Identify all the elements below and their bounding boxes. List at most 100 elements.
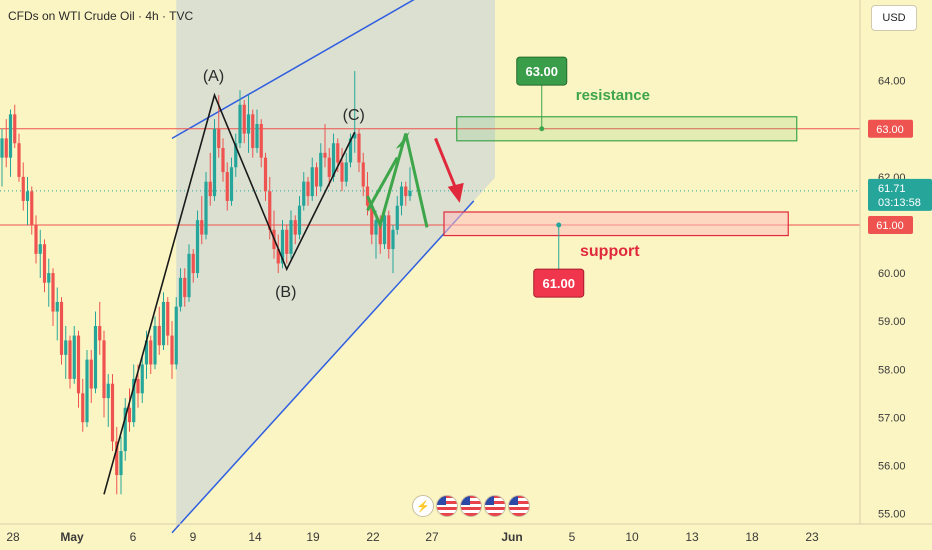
resistance-callout-box [516,56,568,86]
candle [72,335,76,379]
currency-selector[interactable]: USD [871,5,917,31]
candle [255,123,259,149]
candle [132,378,136,423]
candle [51,273,55,312]
x-tick-label: 5 [569,530,576,544]
chart-title: CFDs on WTI Crude Oil · 4h · TVC [8,9,194,23]
candle [21,176,25,201]
candle [76,335,81,394]
candle [395,205,399,230]
candle [85,359,89,423]
candle [178,277,183,307]
candle [353,133,357,139]
candle [149,340,153,365]
resistance-callout-dot [539,126,545,132]
candle [102,340,106,399]
candle [25,191,30,201]
candle [157,325,161,346]
candle [217,128,221,149]
x-tick-label: Jun [501,530,522,544]
x-tick-label: May [60,530,84,544]
us-flag-icon[interactable] [436,495,458,517]
candle [344,162,348,182]
y-tick-label: 59.00 [878,316,906,328]
candle [208,181,212,197]
candle [310,167,314,197]
us-flag-icon[interactable] [484,495,506,517]
resistance-zone [456,116,798,142]
candle [348,138,353,163]
current-price-badge [868,178,932,211]
candle [259,123,263,158]
overlay-layer: (A) (B) (C) 63.00 resistance 61.00 support [103,56,650,495]
us-flag-icon[interactable] [508,495,530,517]
candle [387,215,391,250]
candle [357,133,361,163]
wave-c-label: (C) [343,107,365,124]
candle [408,190,412,197]
candle [187,253,191,298]
candle [234,143,238,168]
candle [123,407,127,452]
projection-arrow-up [395,131,410,149]
candle [59,301,64,355]
candle [246,114,251,134]
candle [30,191,34,225]
candle [81,393,85,423]
candle [285,229,289,254]
candle [34,224,38,254]
candle [191,253,195,274]
candle [200,220,204,235]
candle [280,229,285,264]
candle [93,325,98,389]
y-tick-label: 56.00 [878,460,906,472]
wave-b-label: (B) [275,284,296,301]
candle [331,143,336,177]
elliott-wave-line [103,92,356,495]
candle [8,114,13,158]
x-tick-label: 18 [745,530,759,544]
candle [161,301,166,346]
candle [382,215,387,245]
lightning-icon[interactable]: ⚡ [412,495,434,517]
projection-path-up [366,133,429,230]
candle [153,325,157,365]
candle [276,249,280,264]
event-icons: ⚡ [412,495,530,517]
candle [268,191,272,230]
candle [195,220,200,274]
candle [336,143,340,163]
candle [314,167,319,187]
x-tick-label: 9 [190,530,197,544]
channel-lower-line [171,200,475,534]
x-tick-label: 13 [685,530,699,544]
candle [204,181,208,235]
x-tick-label: 27 [425,530,439,544]
countdown-text: 03:13:58 [878,197,921,209]
candle [229,167,234,201]
x-tick-label: 19 [306,530,320,544]
candle [225,172,229,201]
support-price-badge-text: 61.00 [876,220,904,232]
support-zone [443,211,789,237]
candle [38,244,42,254]
levels-layer [0,116,860,237]
candle [251,114,255,149]
candle [323,152,327,158]
resistance-price-badge-text: 63.00 [876,124,904,136]
candle [293,220,297,235]
candle [47,273,51,283]
projection-path-up-secondary [366,156,399,212]
candle [127,407,132,423]
candle [140,364,144,394]
support-callout-value: 61.00 [542,276,575,291]
candle [302,181,306,206]
support-callout-dot [556,222,562,228]
projection-path-down [434,137,459,192]
y-tick-label: 60.00 [878,268,906,280]
us-flag-icon[interactable] [460,495,482,517]
candle [4,138,8,158]
candle [98,325,102,341]
